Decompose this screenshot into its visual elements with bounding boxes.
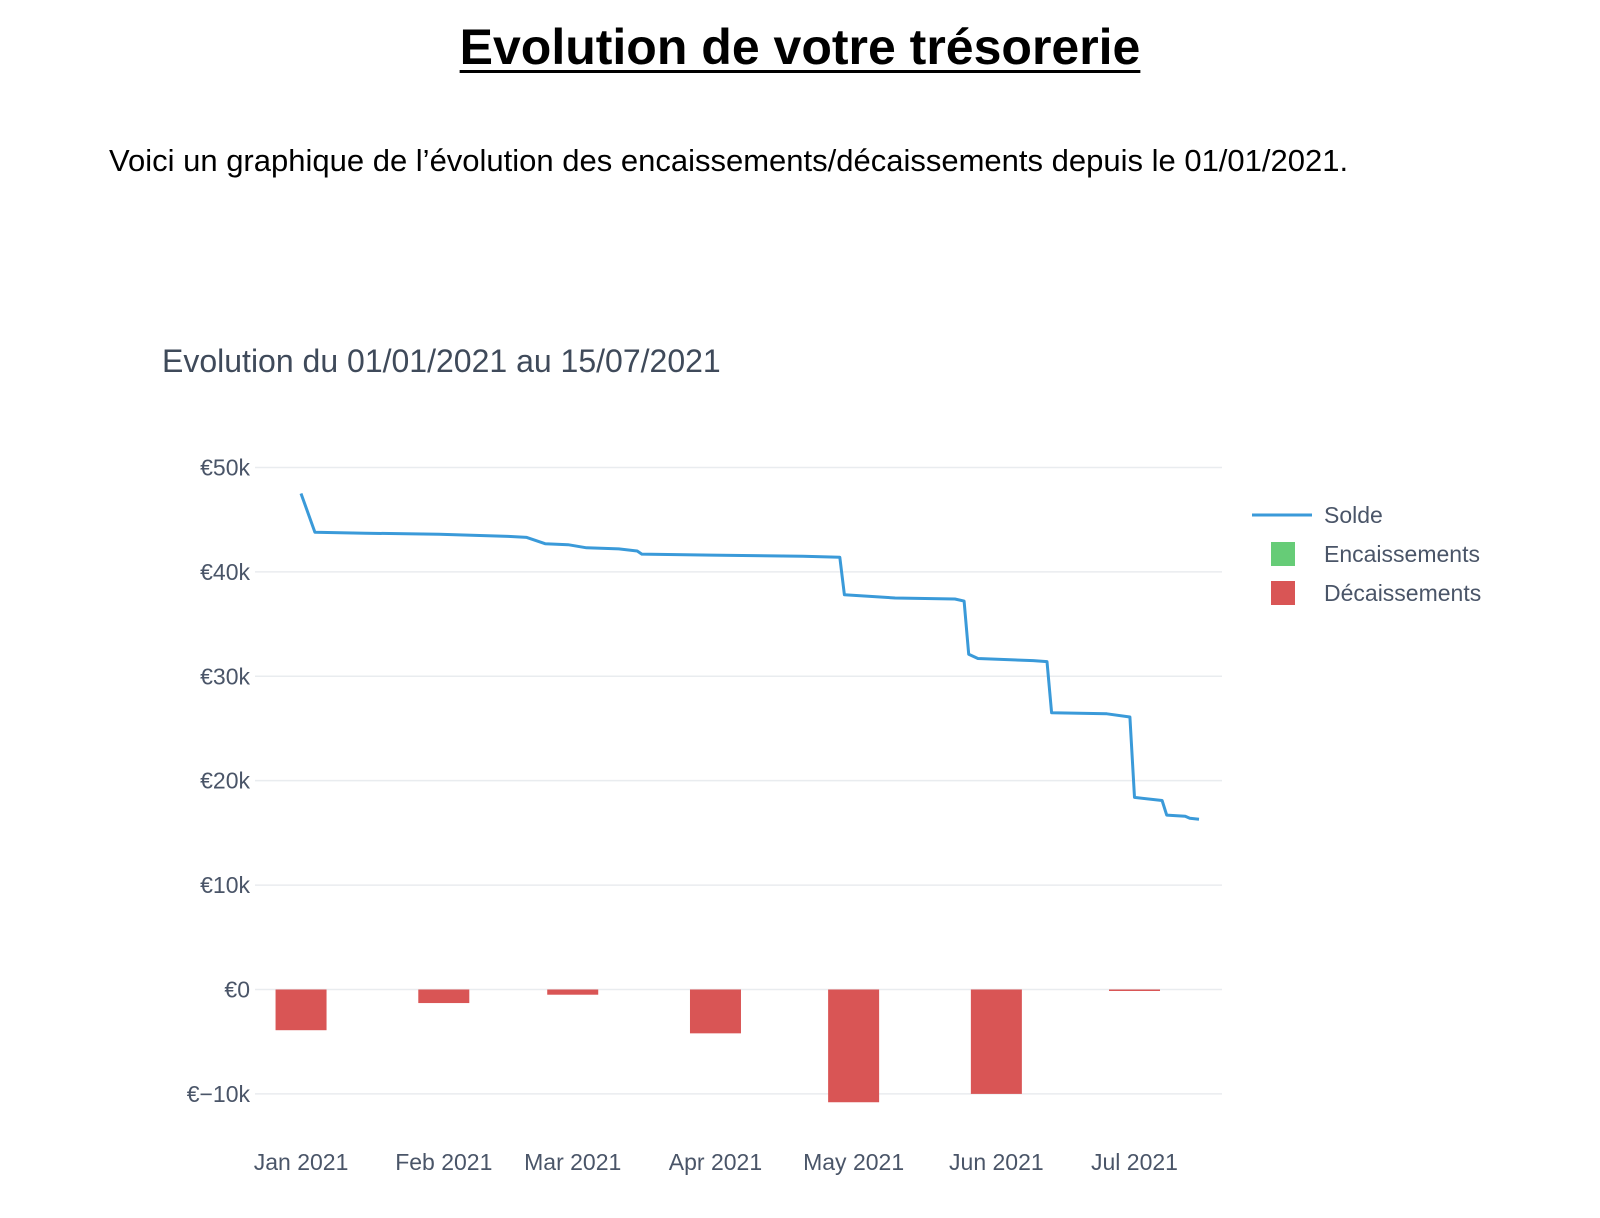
solde-line[interactable] <box>299 492 1200 821</box>
legend-label: Décaissements <box>1324 580 1481 606</box>
y-tick-label: €30k <box>200 663 250 689</box>
legend-item[interactable]: Décaissements <box>1271 580 1481 606</box>
legend-swatch-square <box>1271 581 1295 605</box>
y-tick-label: €0 <box>224 976 250 1002</box>
y-tick-label: €40k <box>200 559 250 585</box>
decaissement-bar[interactable] <box>418 989 470 1004</box>
y-tick-label: €50k <box>200 454 250 480</box>
chart-title: Evolution du 01/01/2021 au 15/07/2021 <box>162 343 721 379</box>
line-layer <box>299 492 1200 821</box>
decaissement-bar[interactable] <box>689 989 741 1034</box>
x-tick-label: Mar 2021 <box>524 1149 621 1175</box>
x-axis: Jan 2021 Feb 2021 Mar 2021 Apr 2021 May 2021… <box>254 1149 1178 1175</box>
legend-label: Encaissements <box>1324 541 1480 567</box>
x-tick-label: Apr 2021 <box>669 1149 762 1175</box>
decaissement-bar[interactable] <box>275 989 327 1031</box>
bars-layer <box>275 989 1161 1103</box>
y-axis: €50k €40k €30k €20k €10k €0 €−10k <box>187 454 251 1106</box>
decaissement-bar[interactable] <box>970 989 1022 1094</box>
x-tick-label: Jan 2021 <box>254 1149 349 1175</box>
legend[interactable]: Solde Encaissements Décaissements <box>1252 502 1481 606</box>
y-tick-label: €−10k <box>187 1081 251 1107</box>
x-tick-label: Jun 2021 <box>949 1149 1044 1175</box>
intro-text: Voici un graphique de l’évolution des en… <box>109 143 1349 178</box>
decaissement-bar[interactable] <box>828 989 880 1103</box>
y-tick-label: €20k <box>200 768 250 794</box>
decaissement-bar[interactable] <box>547 989 599 995</box>
grid-lines <box>255 466 1222 1095</box>
y-tick-label: €10k <box>200 872 250 898</box>
legend-item[interactable]: Encaissements <box>1271 541 1480 567</box>
x-tick-label: May 2021 <box>803 1149 904 1175</box>
decaissement-bar[interactable] <box>1109 989 1161 991</box>
legend-label: Solde <box>1324 502 1383 528</box>
page-title: Evolution de votre trésorerie <box>459 19 1141 75</box>
legend-swatch-square <box>1271 542 1295 566</box>
legend-item[interactable]: Solde <box>1252 502 1383 528</box>
x-tick-label: Feb 2021 <box>395 1149 492 1175</box>
x-tick-label: Jul 2021 <box>1091 1149 1178 1175</box>
